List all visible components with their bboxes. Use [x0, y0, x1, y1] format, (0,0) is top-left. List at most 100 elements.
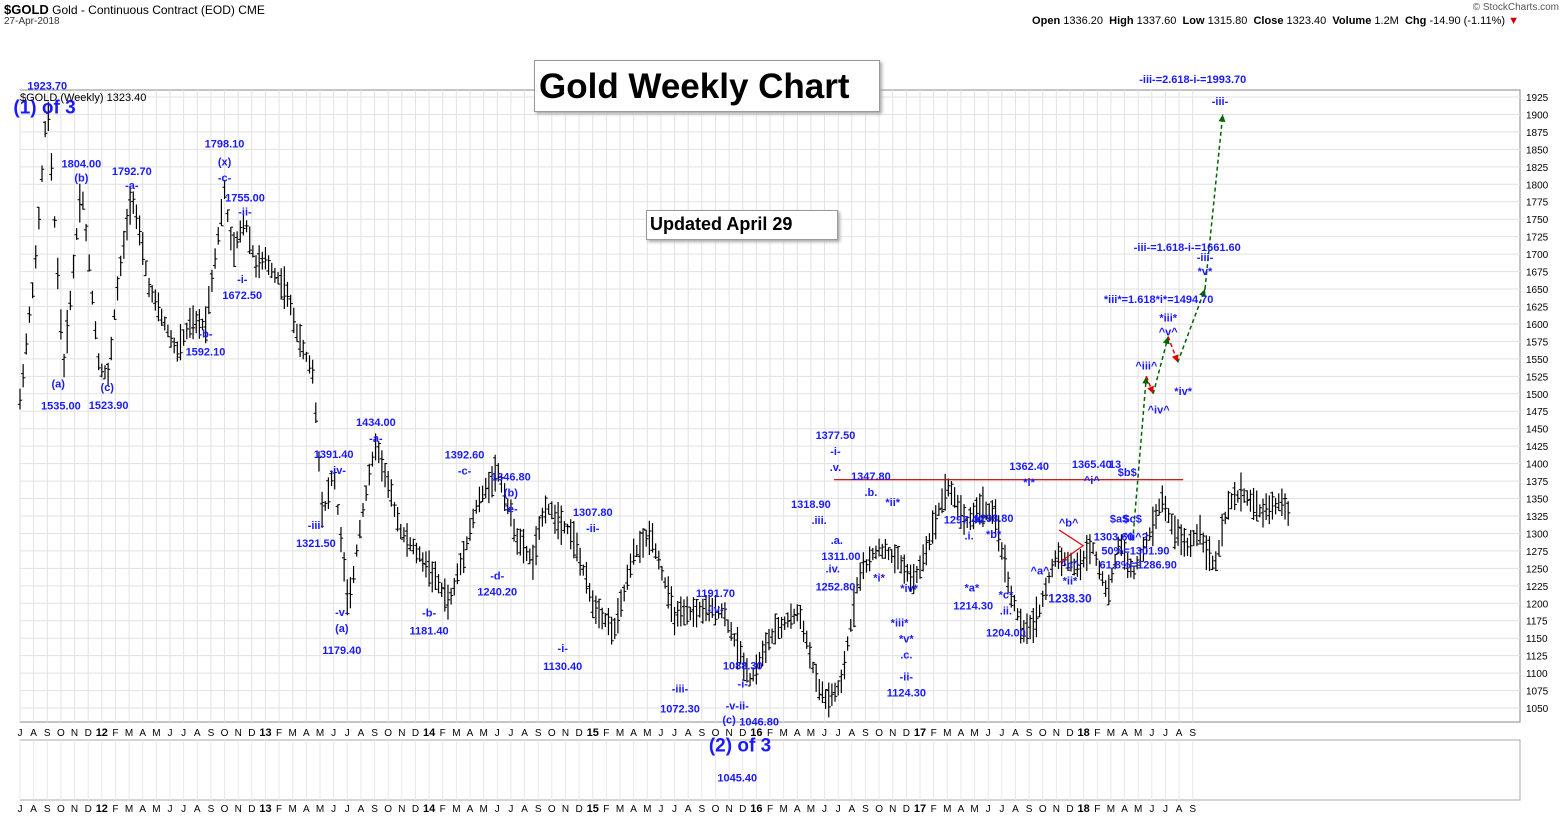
y-tick-label: 1925 — [1526, 93, 1549, 104]
x-tick-label-lower: J — [331, 804, 336, 815]
wave-label: *b* — [986, 529, 1002, 541]
x-tick-label-lower: N — [398, 804, 405, 815]
x-tick-label-lower: A — [358, 804, 365, 815]
x-tick-label-lower: F — [767, 804, 773, 815]
wave-label: 50%=1301.90 — [1101, 545, 1169, 557]
x-tick-label-lower: 14 — [423, 803, 436, 815]
y-tick-label: 1825 — [1526, 163, 1549, 174]
low-label: Low — [1182, 15, 1205, 27]
x-tick-label: N — [889, 728, 896, 739]
x-tick-label: O — [1039, 728, 1047, 739]
x-tick-label: A — [358, 728, 365, 739]
wave-label: -iv- — [329, 465, 346, 477]
x-tick-label-lower: J — [836, 804, 841, 815]
x-tick-label-lower: D — [903, 804, 910, 815]
x-tick-label: 15 — [587, 727, 599, 739]
x-tick-label: 14 — [423, 727, 436, 739]
x-tick-label: S — [862, 728, 869, 739]
x-tick-label: J — [508, 728, 513, 739]
x-tick-label: J — [168, 728, 173, 739]
x-tick-label: O — [712, 728, 720, 739]
x-tick-label: N — [562, 728, 569, 739]
y-tick-label: 1400 — [1526, 460, 1549, 471]
y-tick-label: 1250 — [1526, 564, 1549, 575]
x-tick-label: S — [535, 728, 542, 739]
x-tick-label-lower: J — [495, 804, 500, 815]
wave-label: 1179.40 — [322, 645, 361, 657]
x-tick-label-lower: M — [1134, 804, 1142, 815]
wave-label: ^iii^ — [1135, 360, 1158, 372]
x-tick-label-lower: M — [152, 804, 160, 815]
x-tick-label: D — [903, 728, 910, 739]
wave-label: *a* — [964, 583, 979, 595]
x-tick-label: M — [616, 728, 624, 739]
x-tick-label-lower: M — [970, 804, 978, 815]
x-tick-label-lower: O — [712, 804, 720, 815]
x-tick-label-lower: M — [125, 804, 133, 815]
wave-label: -i- — [830, 446, 841, 458]
wave-label: -i- — [237, 274, 248, 286]
x-tick-label: F — [276, 728, 282, 739]
y-tick-label: 1225 — [1526, 582, 1549, 593]
ohlc-readout: Open 1336.20 High 1337.60 Low 1315.80 Cl… — [1032, 15, 1519, 27]
wave-label: *ii* — [885, 497, 900, 509]
x-tick-label: A — [685, 728, 692, 739]
x-tick-label-lower: A — [194, 804, 201, 815]
wave-label: -v- — [335, 607, 349, 619]
triangle-upper-line — [1058, 529, 1084, 547]
chart-overlays — [834, 114, 1226, 564]
x-tick-label: F — [1094, 728, 1100, 739]
wave-label: ^a^ — [1031, 565, 1051, 577]
wave-label: *c* — [999, 589, 1014, 601]
x-tick-label-lower: J — [1149, 804, 1154, 815]
x-tick-label-lower: O — [57, 804, 65, 815]
y-tick-label: 1425 — [1526, 442, 1549, 453]
projection-arrowhead — [1147, 385, 1154, 394]
x-tick-label-lower: O — [384, 804, 392, 815]
y-tick-label: 1075 — [1526, 687, 1549, 698]
x-tick-label-lower: N — [725, 804, 732, 815]
open-label: Open — [1032, 15, 1061, 27]
y-tick-label: 1100 — [1526, 669, 1548, 680]
x-tick-label-lower: S — [698, 804, 705, 815]
x-tick-label: D — [739, 728, 746, 739]
x-tick-label-lower: J — [508, 804, 513, 815]
x-tick-label: D — [85, 728, 92, 739]
wave-label: *iv* — [900, 583, 918, 595]
wave-label: ^v^ — [1159, 327, 1179, 339]
y-tick-label: 1725 — [1526, 233, 1549, 244]
y-tick-label: 1300 — [1526, 529, 1549, 540]
x-tick-label-lower: J — [345, 804, 350, 815]
y-tick-label: 1800 — [1526, 180, 1549, 191]
wave-label: .i. — [965, 531, 974, 543]
wave-label: .v. — [830, 462, 841, 474]
high-label: High — [1109, 15, 1134, 27]
x-tick-label: S — [371, 728, 378, 739]
x-tick-label: O — [57, 728, 65, 739]
wave-label: 1238.30 — [1048, 592, 1092, 606]
symbol-description: Gold - Continuous Contract (EOD) — [52, 3, 235, 17]
x-tick-label-lower: J — [18, 804, 23, 815]
projection-arrowhead — [1218, 114, 1226, 122]
wave-label: -c- — [218, 173, 232, 185]
x-tick-label-lower: F — [276, 804, 282, 815]
y-tick-label: 1875 — [1526, 128, 1549, 139]
y-tick-label: 1600 — [1526, 320, 1549, 331]
price-bars — [17, 101, 1291, 718]
x-tick-label-lower: 18 — [1078, 803, 1090, 815]
projection-arrowhead — [1162, 336, 1170, 345]
x-tick-label: 13 — [259, 727, 271, 739]
x-tick-label: M — [125, 728, 133, 739]
x-tick-label-lower: 17 — [914, 803, 926, 815]
x-tick-label-lower: J — [1163, 804, 1168, 815]
x-tick-label: 12 — [96, 727, 108, 739]
x-tick-label-lower: D — [248, 804, 255, 815]
x-tick-label: N — [1053, 728, 1060, 739]
wave-label: 1672.50 — [222, 290, 262, 302]
wave-label: ^b^ — [1059, 517, 1079, 529]
x-tick-label-lower: J — [168, 804, 173, 815]
wave-label: 1755.00 — [225, 193, 265, 205]
brand-label: © StockCharts.com — [1472, 2, 1559, 13]
triangle-lower-line — [1058, 544, 1084, 564]
